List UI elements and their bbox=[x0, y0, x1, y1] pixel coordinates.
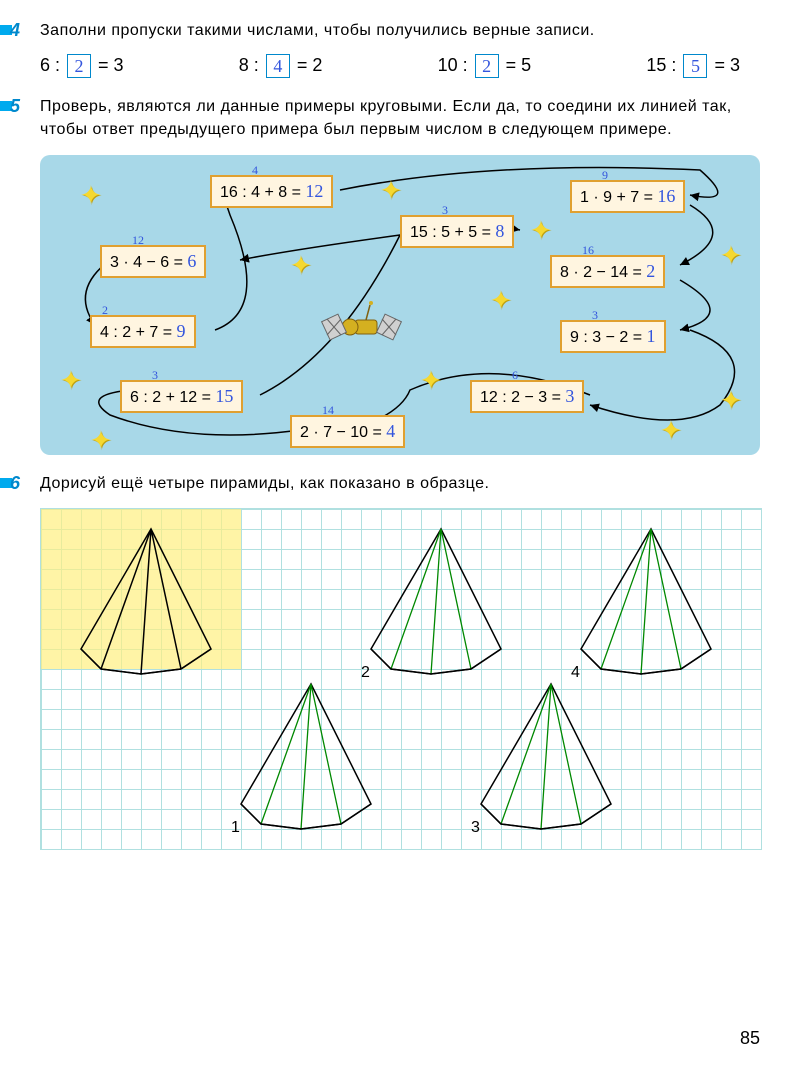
expression-box: 16 : 4 + 8 = 124 bbox=[210, 175, 333, 208]
drawing-grid: 1 2 3 4 bbox=[40, 508, 762, 850]
pyramid-label-3: 3 bbox=[471, 819, 480, 837]
answer-box: 5 bbox=[683, 54, 707, 78]
annotation: 2 bbox=[102, 303, 108, 318]
equation-4: 15 : 5 = 3 bbox=[646, 54, 740, 78]
star-icon: ✦ bbox=[420, 365, 442, 396]
task-text: Дорисуй ещё четыре пирамиды, как показан… bbox=[40, 473, 760, 495]
annotation: 3 bbox=[592, 308, 598, 323]
star-icon: ✦ bbox=[80, 180, 102, 211]
expression-box: 15 : 5 + 5 = 83 bbox=[400, 215, 514, 248]
task-6: 6 Дорисуй ещё четыре пирамиды, как показ… bbox=[40, 473, 760, 849]
pyramids-svg bbox=[41, 509, 761, 849]
star-icon: ✦ bbox=[660, 415, 682, 446]
satellite-icon bbox=[320, 295, 410, 365]
star-icon: ✦ bbox=[530, 215, 552, 246]
task-4: 4 Заполни пропуски такими числами, чтобы… bbox=[40, 20, 760, 78]
annotation: 3 bbox=[442, 203, 448, 218]
expression-box: 4 : 2 + 7 = 92 bbox=[90, 315, 196, 348]
task-number: 4 bbox=[10, 20, 20, 41]
star-icon: ✦ bbox=[720, 385, 742, 416]
expression-box: 9 : 3 − 2 = 13 bbox=[560, 320, 666, 353]
task-number: 6 bbox=[10, 473, 20, 494]
star-icon: ✦ bbox=[720, 240, 742, 271]
equation-2: 8 : 4 = 2 bbox=[239, 54, 323, 78]
task-5: 5 Проверь, являются ли данные примеры кр… bbox=[40, 96, 760, 455]
answer-box: 2 bbox=[67, 54, 91, 78]
annotation: 4 bbox=[252, 163, 258, 178]
pyramid-label-1: 1 bbox=[231, 819, 240, 837]
task-number: 5 bbox=[10, 96, 20, 117]
star-icon: ✦ bbox=[290, 250, 312, 281]
task-text: Заполни пропуски такими числами, чтобы п… bbox=[40, 20, 760, 42]
annotation: 6 bbox=[512, 368, 518, 383]
pyramid-label-4: 4 bbox=[571, 664, 580, 682]
annotation: 3 bbox=[152, 368, 158, 383]
annotation: 12 bbox=[132, 233, 144, 248]
page-number: 85 bbox=[740, 1028, 760, 1049]
expression-box: 1 · 9 + 7 = 169 bbox=[570, 180, 685, 213]
expression-box: 2 · 7 − 10 = 414 bbox=[290, 415, 405, 448]
pyramid-label-2: 2 bbox=[361, 664, 370, 682]
expression-box: 3 · 4 − 6 = 612 bbox=[100, 245, 206, 278]
pyramid-example bbox=[81, 529, 211, 674]
star-icon: ✦ bbox=[90, 425, 112, 456]
pyramid-2 bbox=[371, 529, 501, 674]
star-icon: ✦ bbox=[380, 175, 402, 206]
equation-1: 6 : 2 = 3 bbox=[40, 54, 124, 78]
answer-box: 4 bbox=[266, 54, 290, 78]
expression-box: 12 : 2 − 3 = 36 bbox=[470, 380, 584, 413]
annotation: 14 bbox=[322, 403, 334, 418]
equations-row: 6 : 2 = 3 8 : 4 = 2 10 : 2 = 5 15 : 5 = … bbox=[40, 54, 760, 78]
pyramid-3 bbox=[481, 684, 611, 829]
equation-3: 10 : 2 = 5 bbox=[438, 54, 532, 78]
annotation: 9 bbox=[602, 168, 608, 183]
star-icon: ✦ bbox=[60, 365, 82, 396]
task-text: Проверь, являются ли данные примеры круг… bbox=[40, 96, 760, 141]
expression-box: 6 : 2 + 12 = 153 bbox=[120, 380, 243, 413]
answer-box: 2 bbox=[475, 54, 499, 78]
expression-box: 8 · 2 − 14 = 216 bbox=[550, 255, 665, 288]
star-icon: ✦ bbox=[490, 285, 512, 316]
space-panel: ✦ ✦ ✦ ✦ ✦ ✦ ✦ ✦ ✦ ✦ ✦ 16 : 4 + 8 = 124 1 · 9 + 7 = … bbox=[40, 155, 760, 455]
pyramid-4 bbox=[581, 529, 711, 674]
pyramid-1 bbox=[241, 684, 371, 829]
annotation: 16 bbox=[582, 243, 594, 258]
